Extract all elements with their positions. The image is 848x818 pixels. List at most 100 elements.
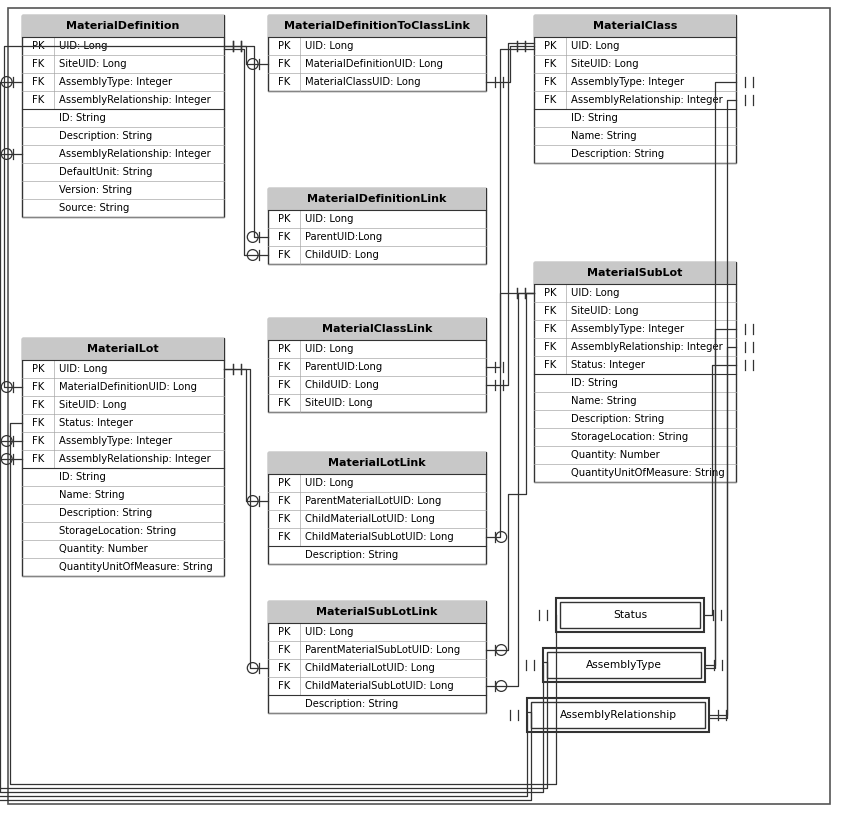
Text: StorageLocation: String: StorageLocation: String [571,432,689,442]
Bar [268,318,486,340]
Text: FK: FK [544,95,556,105]
Text: AssemblyType: Integer: AssemblyType: Integer [59,77,172,87]
Text: Description: String: Description: String [59,131,153,141]
Bar [534,262,736,284]
Text: Description: String: Description: String [59,508,153,518]
Text: ChildUID: Long: ChildUID: Long [305,250,379,260]
Text: ParentUID:Long: ParentUID:Long [305,362,382,372]
Text: Quantity: Number: Quantity: Number [59,544,148,554]
Text: UID: Long: UID: Long [305,627,354,637]
Text: Name: String: Name: String [59,490,125,500]
Bar [22,338,224,360]
Text: FK: FK [32,454,44,464]
Text: ParentMaterialSubLotUID: Long: ParentMaterialSubLotUID: Long [305,645,460,655]
Text: ParentMaterialLotUID: Long: ParentMaterialLotUID: Long [305,496,441,506]
Text: FK: FK [544,360,556,370]
Text: FK: FK [278,380,290,390]
Text: FK: FK [32,77,44,87]
Bar [268,318,486,412]
Text: MaterialDefinitionUID: Long: MaterialDefinitionUID: Long [305,59,443,69]
Bar [534,15,736,37]
Text: AssemblyRelationship: Integer: AssemblyRelationship: Integer [59,149,211,159]
Text: Status: Status [613,610,647,620]
Bar [22,15,224,217]
Text: FK: FK [278,77,290,87]
Text: FK: FK [32,95,44,105]
Text: PK: PK [278,627,290,637]
Bar [268,601,486,623]
Text: UID: Long: UID: Long [571,41,620,51]
Text: QuantityUnitOfMeasure: String: QuantityUnitOfMeasure: String [59,562,213,572]
Bar [534,262,736,482]
Text: MaterialClassLink: MaterialClassLink [321,324,432,334]
Text: MaterialDefinitionLink: MaterialDefinitionLink [307,194,447,204]
Text: FK: FK [278,250,290,260]
Text: FK: FK [278,362,290,372]
Bar [531,702,705,728]
Text: ID: String: ID: String [59,113,106,123]
Text: FK: FK [544,77,556,87]
Text: UID: Long: UID: Long [305,478,354,488]
Bar [268,188,486,210]
Text: ChildMaterialLotUID: Long: ChildMaterialLotUID: Long [305,663,435,673]
Text: QuantityUnitOfMeasure: String: QuantityUnitOfMeasure: String [571,468,725,478]
Text: FK: FK [32,382,44,392]
Bar [534,15,736,163]
Text: DefaultUnit: String: DefaultUnit: String [59,167,153,177]
Text: PK: PK [278,344,290,354]
Bar [268,15,486,37]
Text: Name: String: Name: String [571,396,637,406]
Text: FK: FK [32,418,44,428]
Text: PK: PK [31,364,44,374]
Text: FK: FK [32,59,44,69]
Bar [268,601,486,713]
Text: FK: FK [32,436,44,446]
Text: SiteUID: Long: SiteUID: Long [59,59,126,69]
Text: SiteUID: Long: SiteUID: Long [59,400,126,410]
Text: SiteUID: Long: SiteUID: Long [571,59,639,69]
Text: FK: FK [544,342,556,352]
Text: PK: PK [278,478,290,488]
Bar [268,452,486,474]
Text: AssemblyType: Integer: AssemblyType: Integer [59,436,172,446]
Text: FK: FK [544,324,556,334]
Text: PK: PK [278,41,290,51]
Text: FK: FK [278,398,290,408]
Text: ChildMaterialSubLotUID: Long: ChildMaterialSubLotUID: Long [305,681,454,691]
Text: Quantity: Number: Quantity: Number [571,450,660,460]
Text: PK: PK [544,288,556,298]
Text: Status: Integer: Status: Integer [59,418,133,428]
Text: MaterialClassUID: Long: MaterialClassUID: Long [305,77,421,87]
Text: Source: String: Source: String [59,203,130,213]
Text: SiteUID: Long: SiteUID: Long [571,306,639,316]
Text: FK: FK [278,681,290,691]
Text: MaterialDefinitionUID: Long: MaterialDefinitionUID: Long [59,382,197,392]
Text: FK: FK [544,59,556,69]
Bar [547,652,701,678]
Text: MaterialDefinitionToClassLink: MaterialDefinitionToClassLink [284,21,470,31]
Text: FK: FK [278,645,290,655]
Bar [22,15,224,37]
Text: FK: FK [278,663,290,673]
Text: FK: FK [278,59,290,69]
Bar [560,602,700,628]
Bar [268,452,486,564]
Text: MaterialSubLotLink: MaterialSubLotLink [316,607,438,617]
Text: Status: Integer: Status: Integer [571,360,645,370]
Text: UID: Long: UID: Long [59,364,108,374]
Text: UID: Long: UID: Long [59,41,108,51]
Text: PK: PK [31,41,44,51]
Text: UID: Long: UID: Long [305,41,354,51]
Text: SiteUID: Long: SiteUID: Long [305,398,372,408]
Text: Description: String: Description: String [571,149,664,159]
Text: StorageLocation: String: StorageLocation: String [59,526,176,536]
Text: FK: FK [278,532,290,542]
Text: UID: Long: UID: Long [305,344,354,354]
Text: Description: String: Description: String [305,699,399,709]
Bar [22,338,224,576]
Text: AssemblyRelationship: Integer: AssemblyRelationship: Integer [571,342,722,352]
Text: AssemblyType: Integer: AssemblyType: Integer [571,77,684,87]
Text: UID: Long: UID: Long [305,214,354,224]
Text: MaterialClass: MaterialClass [593,21,678,31]
Bar [543,648,705,682]
